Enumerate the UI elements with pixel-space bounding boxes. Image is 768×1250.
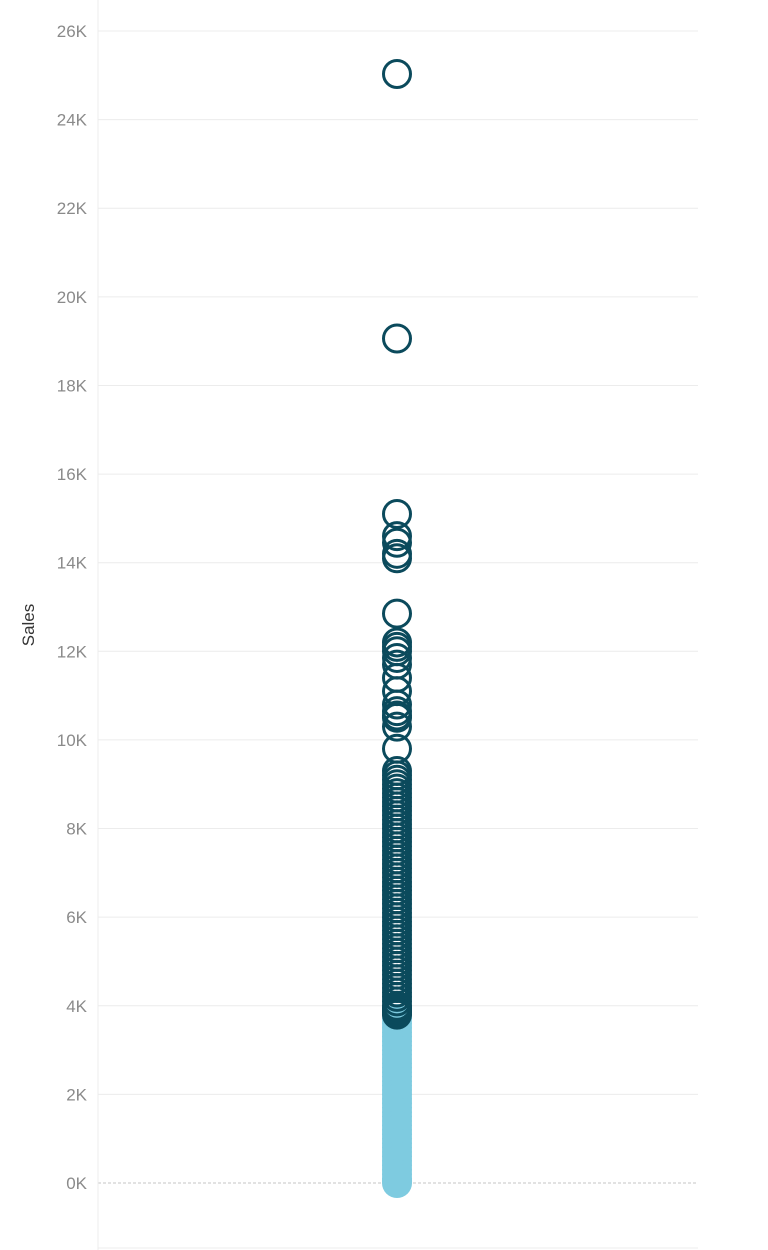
y-tick-label: 20K: [57, 288, 88, 307]
data-point-hollow[interactable]: [382, 711, 412, 742]
y-tick-label: 10K: [57, 731, 88, 750]
data-points: [382, 58, 412, 1198]
data-point-hollow[interactable]: [382, 521, 412, 552]
data-point-hollow[interactable]: [382, 543, 412, 574]
y-tick-label: 18K: [57, 376, 88, 395]
y-tick-label: 14K: [57, 554, 88, 573]
data-point-hollow[interactable]: [382, 689, 412, 720]
y-tick-label: 24K: [57, 111, 88, 130]
data-point-hollow[interactable]: [382, 999, 412, 1030]
data-point-hollow[interactable]: [382, 642, 412, 673]
y-axis-ticks: 0K 2K 4K 6K 8K 10K 12K 14K 16K 18K 20K 22K 24K 26K: [57, 22, 88, 1193]
y-tick-label: 4K: [66, 997, 87, 1016]
data-point-hollow[interactable]: [382, 527, 412, 558]
y-tick-label: 6K: [66, 908, 87, 927]
y-tick-label: 16K: [57, 465, 88, 484]
y-axis-title: Sales: [19, 604, 38, 647]
data-point-hollow[interactable]: [382, 58, 412, 89]
data-point-filled[interactable]: [382, 1168, 412, 1198]
data-point-hollow[interactable]: [382, 598, 412, 629]
data-point-hollow[interactable]: [382, 498, 412, 529]
y-tick-label: 2K: [66, 1085, 87, 1104]
y-tick-label: 8K: [66, 820, 87, 839]
data-point-hollow[interactable]: [382, 323, 412, 354]
y-tick-label: 22K: [57, 199, 88, 218]
y-tick-label: 26K: [57, 22, 88, 41]
y-tick-label: 0K: [66, 1174, 87, 1193]
y-tick-label: 12K: [57, 642, 88, 661]
data-point-hollow[interactable]: [382, 702, 412, 733]
